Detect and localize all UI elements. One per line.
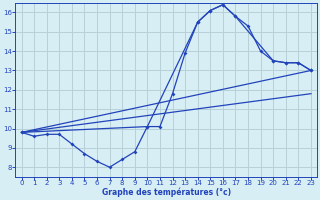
X-axis label: Graphe des températures (°c): Graphe des températures (°c)	[102, 188, 231, 197]
